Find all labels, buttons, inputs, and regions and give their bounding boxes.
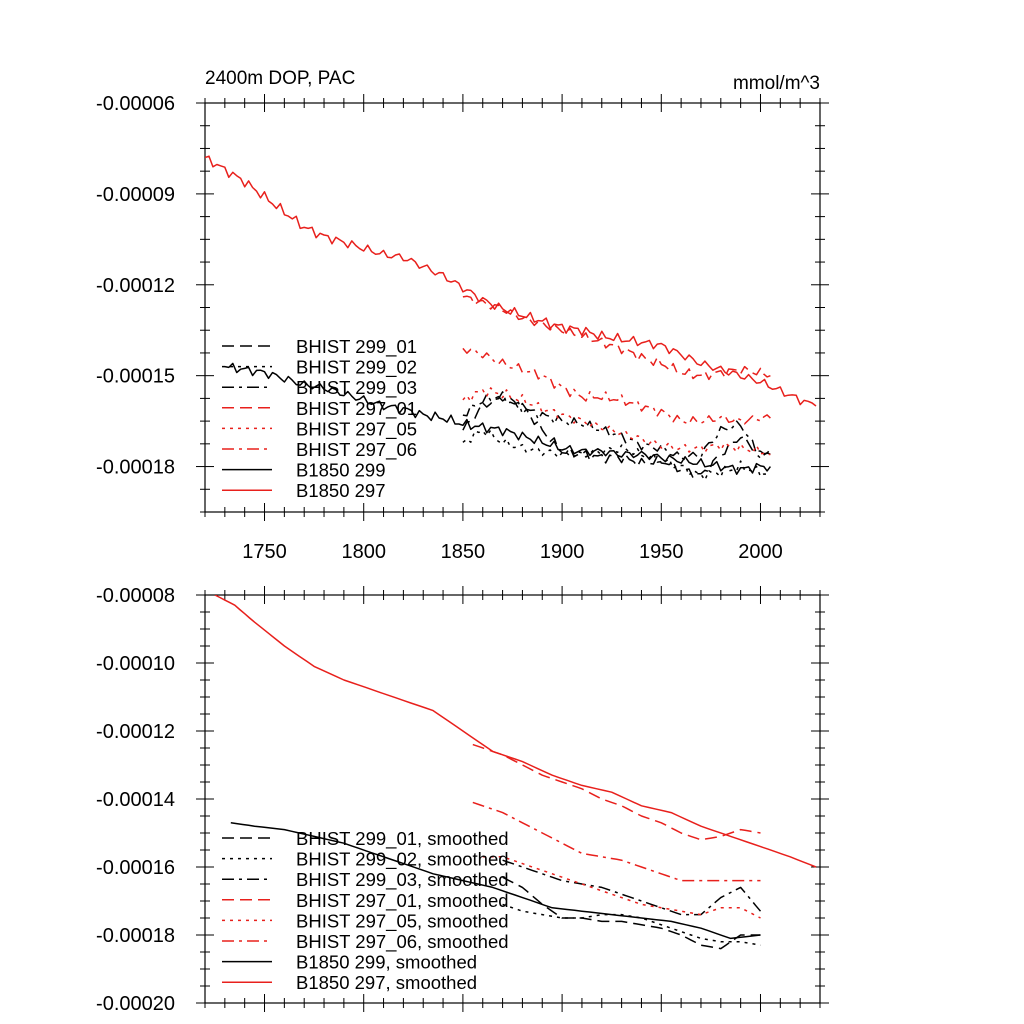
series-line-bhist-299-02-smoothed xyxy=(502,903,761,946)
y-tick-label: -0.00012 xyxy=(96,721,175,743)
y-tick-label: -0.00006 xyxy=(96,93,175,115)
series-line-bhist-299-01 xyxy=(462,395,772,479)
series-line-bhist-297-01-smoothed xyxy=(472,743,761,841)
series-line-bhist-297-06 xyxy=(462,347,771,425)
series-group xyxy=(205,155,817,481)
x-tick-label: 1750 xyxy=(242,541,287,563)
legend-label: BHIST 297_01, smoothed xyxy=(296,890,509,912)
legend-label: BHIST 297_06, smoothed xyxy=(296,931,509,953)
x-tick-label: 1950 xyxy=(639,541,684,563)
legend-label: BHIST 299_01 xyxy=(296,336,417,358)
x-tick-label: 1800 xyxy=(341,541,386,563)
legend-label: BHIST 299_02, smoothed xyxy=(296,849,509,871)
series-line-bhist-299-03 xyxy=(462,391,771,461)
series-group xyxy=(214,595,817,950)
legend-label: BHIST 297_06 xyxy=(296,439,417,461)
series-line-b1850-297 xyxy=(205,155,817,407)
legend-label: BHIST 297_05 xyxy=(296,418,417,440)
legend-label: BHIST 297_01 xyxy=(296,398,417,420)
series-line-bhist-299-02 xyxy=(462,429,771,481)
legend-label: BHIST 299_02 xyxy=(296,357,417,379)
series-line-bhist-297-05-smoothed xyxy=(482,856,761,919)
series-line-bhist-297-01 xyxy=(462,295,771,381)
y-tick-label: -0.00018 xyxy=(96,925,175,947)
x-tick-label: 1850 xyxy=(441,541,486,563)
y-tick-label: -0.00009 xyxy=(96,184,175,206)
legend-label: BHIST 299_03, smoothed xyxy=(296,869,509,891)
y-tick-label: -0.00016 xyxy=(96,857,175,879)
legend-label: B1850 297, smoothed xyxy=(296,972,477,993)
series-line-bhist-299-01-smoothed xyxy=(502,876,761,950)
x-tick-label: 2000 xyxy=(738,541,783,563)
series-line-bhist-299-03-smoothed xyxy=(502,859,762,916)
y-tick-label: -0.00012 xyxy=(96,275,175,297)
y-tick-label: -0.00010 xyxy=(96,653,175,675)
series-line-b1850-299 xyxy=(224,362,771,475)
y-tick-label: -0.00014 xyxy=(96,789,175,811)
units-label: mmol/m^3 xyxy=(733,73,820,94)
legend-label: BHIST 299_03 xyxy=(296,377,417,399)
y-tick-label: -0.00008 xyxy=(96,585,175,607)
top-chart-panel: 1750 1800 1850 1900 1950 2000 -0.00006 -0.00009… xyxy=(96,68,829,563)
x-tick-label: 1900 xyxy=(540,541,585,563)
y-tick-label: -0.00020 xyxy=(96,993,175,1015)
y-tick-label: -0.00018 xyxy=(96,457,175,479)
y-tick-label: -0.00015 xyxy=(96,366,175,388)
series-line-b1850-299-smoothed xyxy=(230,822,761,940)
legend-label: B1850 297 xyxy=(296,480,386,501)
legend-label: B1850 299 xyxy=(296,460,386,481)
chart-title: 2400m DOP, PAC xyxy=(205,68,355,89)
legend-label: B1850 299, smoothed xyxy=(296,952,477,973)
series-line-b1850-297-smoothed xyxy=(214,595,817,868)
legend-label: BHIST 297_05, smoothed xyxy=(296,910,509,932)
legend-label: BHIST 299_01, smoothed xyxy=(296,828,509,850)
bottom-chart-panel: -0.00008 -0.00010 -0.00012 -0.00014 -0.00016… xyxy=(96,585,829,1015)
series-line-bhist-297-06-smoothed xyxy=(472,801,761,882)
